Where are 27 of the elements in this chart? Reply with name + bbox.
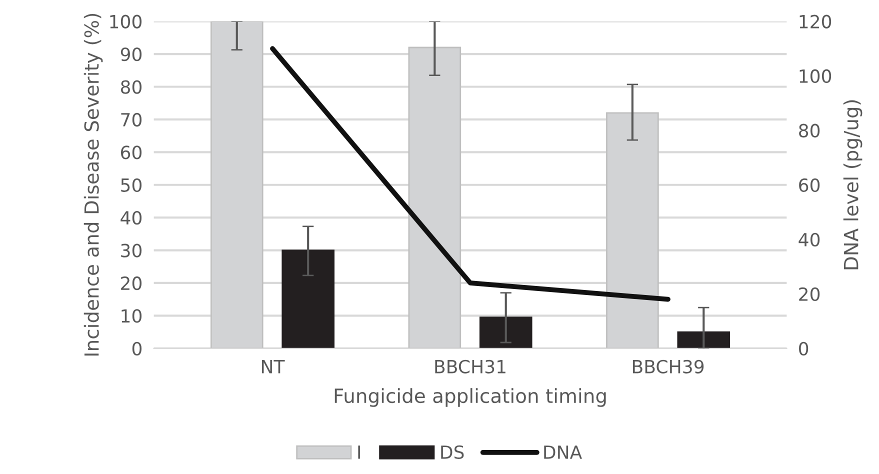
legend-label: DNA: [544, 446, 582, 459]
y2-tick-label: 60: [799, 178, 820, 192]
y-tick-label: 50: [121, 178, 142, 192]
y-tick-label: 90: [120, 47, 142, 62]
x-tick-label: NT: [262, 360, 285, 374]
legend-label: DS: [441, 445, 464, 459]
y2-tick-label: 20: [799, 287, 820, 301]
y2-tick-label: 0: [799, 342, 808, 356]
y-axis-title: Incidence and Disease Severity (%): [84, 14, 103, 356]
y-tick-label: 60: [121, 146, 142, 160]
y-tick-label: 100: [110, 14, 142, 28]
legend-label: I: [358, 446, 360, 459]
y-tick-label: 30: [121, 244, 142, 258]
x-axis-title: Fungicide application timing: [334, 388, 606, 407]
y-tick-label: 70: [121, 112, 142, 127]
y-tick-label: 20: [121, 276, 142, 290]
y2-tick-label: 80: [799, 124, 820, 138]
y2-axis-title: DNA level (pg/ug): [843, 100, 862, 270]
y2-tick-label: 100: [800, 69, 832, 83]
y2-tick-label: 120: [800, 14, 832, 28]
x-tick-label: BBCH39: [633, 360, 704, 374]
y2-tick-label: 40: [798, 232, 820, 246]
y-tick-label: 40: [120, 211, 142, 225]
y-tick-label: 0: [132, 342, 142, 356]
y-tick-label: 10: [122, 309, 142, 323]
x-tick-label: BBCH31: [435, 360, 506, 374]
y-tick-label: 80: [120, 80, 142, 94]
